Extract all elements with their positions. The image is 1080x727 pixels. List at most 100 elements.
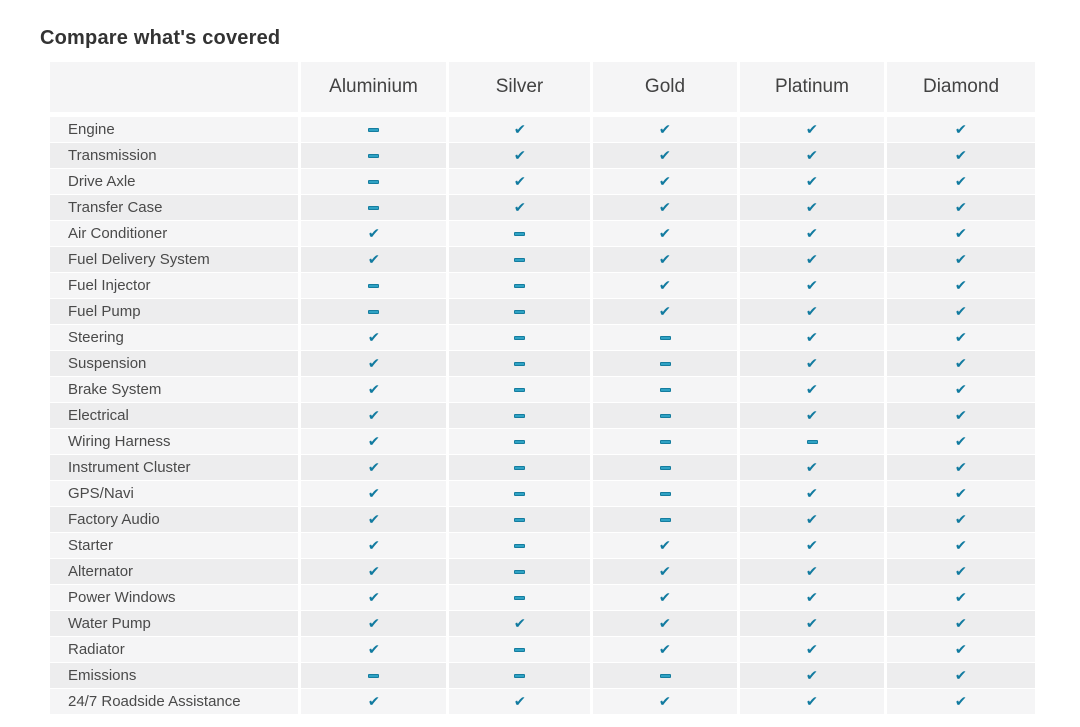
covered-cell: ✔ <box>593 533 737 558</box>
check-icon: ✔ <box>805 173 819 190</box>
not-covered-cell <box>593 507 737 532</box>
covered-cell: ✔ <box>740 663 884 688</box>
check-icon: ✔ <box>805 355 819 372</box>
row-label: Emissions <box>50 663 298 688</box>
check-icon: ✔ <box>513 173 526 190</box>
table-row: Starter ✔ ✔ ✔ ✔ <box>50 533 1035 558</box>
covered-cell: ✔ <box>887 689 1035 714</box>
dash-icon <box>368 205 379 210</box>
not-covered-cell <box>593 403 737 428</box>
covered-cell: ✔ <box>449 169 590 194</box>
row-label: Air Conditioner <box>50 221 298 246</box>
check-icon: ✔ <box>658 589 672 606</box>
dash-icon <box>514 595 525 600</box>
dash-icon <box>659 673 671 678</box>
check-icon: ✔ <box>367 433 380 450</box>
check-icon: ✔ <box>954 537 968 554</box>
check-icon: ✔ <box>805 563 819 580</box>
not-covered-cell <box>449 273 590 298</box>
dash-icon <box>514 257 525 262</box>
not-covered-cell <box>301 299 446 324</box>
check-icon: ✔ <box>658 147 672 164</box>
covered-cell: ✔ <box>301 429 446 454</box>
covered-cell: ✔ <box>301 351 446 376</box>
check-icon: ✔ <box>954 459 968 476</box>
table-row: Fuel Pump ✔ ✔ ✔ <box>50 299 1035 324</box>
check-icon: ✔ <box>805 641 819 658</box>
covered-cell: ✔ <box>449 611 590 636</box>
check-icon: ✔ <box>954 173 968 190</box>
check-icon: ✔ <box>805 381 819 398</box>
check-icon: ✔ <box>954 121 968 138</box>
row-label: Power Windows <box>50 585 298 610</box>
not-covered-cell <box>301 169 446 194</box>
check-icon: ✔ <box>658 277 672 294</box>
covered-cell: ✔ <box>887 143 1035 168</box>
covered-cell: ✔ <box>593 585 737 610</box>
not-covered-cell <box>593 429 737 454</box>
covered-cell: ✔ <box>301 455 446 480</box>
covered-cell: ✔ <box>740 507 884 532</box>
covered-cell: ✔ <box>887 117 1035 142</box>
dash-icon <box>514 517 525 522</box>
covered-cell: ✔ <box>740 299 884 324</box>
covered-cell: ✔ <box>301 481 446 506</box>
covered-cell: ✔ <box>740 585 884 610</box>
not-covered-cell <box>449 429 590 454</box>
check-icon: ✔ <box>658 199 672 216</box>
covered-cell: ✔ <box>593 195 737 220</box>
check-icon: ✔ <box>658 563 672 580</box>
row-label: Alternator <box>50 559 298 584</box>
table-body: Engine ✔ ✔ ✔ ✔ Transmission ✔ ✔ ✔ ✔ Drive Axle… <box>50 117 1035 714</box>
table-row: 24/7 Roadside Assistance ✔ ✔ ✔ ✔ ✔ <box>50 689 1035 714</box>
not-covered-cell <box>449 507 590 532</box>
dash-icon <box>368 127 379 132</box>
covered-cell: ✔ <box>887 611 1035 636</box>
covered-cell: ✔ <box>301 507 446 532</box>
dash-icon <box>659 517 671 522</box>
covered-cell: ✔ <box>887 429 1035 454</box>
covered-cell: ✔ <box>887 377 1035 402</box>
table-row: Factory Audio ✔ ✔ ✔ <box>50 507 1035 532</box>
check-icon: ✔ <box>513 147 526 164</box>
not-covered-cell <box>593 481 737 506</box>
covered-cell: ✔ <box>740 481 884 506</box>
table-row: Air Conditioner ✔ ✔ ✔ ✔ <box>50 221 1035 246</box>
check-icon: ✔ <box>367 563 380 580</box>
dash-icon <box>368 153 379 158</box>
check-icon: ✔ <box>954 225 968 242</box>
table-row: Brake System ✔ ✔ ✔ <box>50 377 1035 402</box>
header-cell-diamond: Diamond <box>887 62 1035 112</box>
row-label: Instrument Cluster <box>50 455 298 480</box>
covered-cell: ✔ <box>740 533 884 558</box>
table-row: Instrument Cluster ✔ ✔ ✔ <box>50 455 1035 480</box>
check-icon: ✔ <box>805 329 819 346</box>
row-label: Drive Axle <box>50 169 298 194</box>
covered-cell: ✔ <box>740 117 884 142</box>
check-icon: ✔ <box>805 537 819 554</box>
table-row: Power Windows ✔ ✔ ✔ ✔ <box>50 585 1035 610</box>
check-icon: ✔ <box>954 433 968 450</box>
covered-cell: ✔ <box>887 403 1035 428</box>
table-row: GPS/Navi ✔ ✔ ✔ <box>50 481 1035 506</box>
covered-cell: ✔ <box>740 455 884 480</box>
check-icon: ✔ <box>658 537 672 554</box>
not-covered-cell <box>593 325 737 350</box>
covered-cell: ✔ <box>740 169 884 194</box>
covered-cell: ✔ <box>301 403 446 428</box>
not-covered-cell <box>449 533 590 558</box>
dash-icon <box>659 465 671 470</box>
row-label: Engine <box>50 117 298 142</box>
check-icon: ✔ <box>367 355 380 372</box>
row-label: Starter <box>50 533 298 558</box>
row-label: Water Pump <box>50 611 298 636</box>
coverage-comparison-table: Aluminium Silver Gold Platinum Diamond E… <box>50 62 1035 715</box>
check-icon: ✔ <box>954 693 968 710</box>
dash-icon <box>514 413 525 418</box>
check-icon: ✔ <box>367 615 380 632</box>
check-icon: ✔ <box>805 225 819 242</box>
check-icon: ✔ <box>805 147 819 164</box>
dash-icon <box>659 491 671 496</box>
covered-cell: ✔ <box>301 559 446 584</box>
covered-cell: ✔ <box>740 351 884 376</box>
